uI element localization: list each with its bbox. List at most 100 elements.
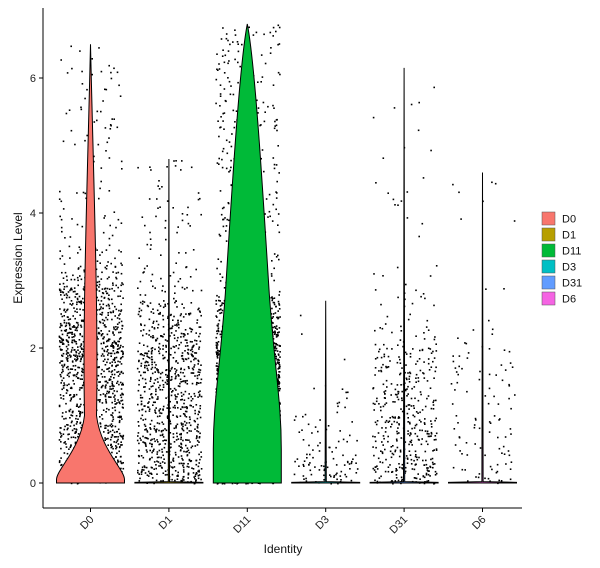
cell-point: [83, 269, 85, 271]
cell-point: [182, 469, 185, 471]
cell-point: [169, 370, 172, 372]
cell-point: [101, 271, 103, 274]
cell-point: [154, 287, 156, 289]
cell-point: [116, 402, 118, 404]
cell-point: [176, 231, 178, 234]
cell-point: [111, 302, 114, 305]
cell-point: [200, 378, 203, 381]
cell-point: [192, 249, 195, 251]
cell-point: [152, 450, 155, 452]
cell-point: [268, 193, 271, 196]
cell-point: [72, 326, 75, 328]
cell-point: [176, 423, 179, 426]
cell-point: [59, 308, 61, 310]
cell-point: [185, 416, 188, 418]
cell-point: [221, 302, 223, 304]
cell-point: [102, 303, 105, 306]
cell-point: [276, 180, 278, 183]
cell-point: [174, 373, 176, 375]
cell-point: [58, 336, 61, 339]
cell-point: [96, 284, 98, 287]
cell-point: [182, 358, 185, 360]
cell-point: [171, 473, 174, 476]
cell-point: [162, 318, 165, 321]
cell-point: [121, 168, 123, 170]
cell-point: [192, 372, 195, 374]
cell-point: [63, 452, 66, 454]
cell-point: [63, 321, 66, 324]
cell-point: [112, 358, 115, 361]
cell-point: [100, 386, 103, 389]
cell-point: [70, 287, 73, 290]
cell-point: [106, 368, 108, 370]
cell-point: [79, 378, 82, 380]
cell-point: [278, 172, 280, 174]
cell-point: [172, 433, 175, 435]
cell-point: [151, 451, 153, 454]
cell-point: [60, 397, 62, 399]
cell-point: [110, 396, 112, 398]
cell-point: [140, 471, 143, 473]
cell-point: [105, 316, 107, 319]
cell-point: [113, 328, 115, 330]
cell-point: [219, 312, 221, 315]
cell-point: [113, 118, 115, 120]
cell-point: [278, 367, 280, 369]
cell-point: [76, 293, 79, 295]
cell-point: [105, 400, 107, 403]
cell-point: [150, 443, 153, 445]
cell-point: [81, 411, 84, 414]
cell-point: [151, 363, 153, 366]
cell-point: [142, 334, 144, 337]
cell-point: [69, 356, 72, 358]
cell-point: [229, 169, 231, 172]
cell-point: [143, 405, 145, 407]
cell-point: [186, 447, 189, 449]
cell-point: [119, 337, 122, 339]
cell-point: [61, 388, 63, 391]
cell-point: [163, 458, 165, 460]
cell-point: [220, 260, 222, 263]
cell-point: [268, 210, 271, 213]
cell-point: [101, 414, 103, 416]
cell-point: [111, 370, 114, 372]
cell-point: [105, 304, 108, 307]
cell-point: [147, 356, 150, 358]
cell-point: [138, 257, 140, 259]
cell-point: [76, 405, 78, 407]
cell-point: [199, 382, 202, 384]
cell-point: [174, 398, 177, 400]
cell-point: [119, 416, 121, 419]
cell-point: [263, 120, 266, 123]
cell-point: [169, 314, 172, 317]
cell-point: [219, 84, 222, 86]
cell-point: [277, 353, 280, 355]
cell-point: [100, 342, 103, 345]
cell-point: [216, 355, 219, 358]
cell-point: [278, 302, 280, 305]
cell-point: [194, 420, 196, 423]
cell-point: [173, 160, 175, 162]
cell-point: [66, 351, 69, 354]
cell-point: [143, 469, 145, 471]
cell-point: [117, 436, 119, 438]
cell-point: [75, 428, 78, 430]
cell-point: [279, 356, 281, 358]
cell-point: [186, 454, 189, 457]
cell-point: [172, 271, 175, 274]
cell-point: [177, 347, 180, 350]
cell-point: [195, 472, 198, 474]
cell-point: [121, 382, 124, 385]
cell-point: [156, 309, 159, 312]
cell-point: [116, 71, 119, 74]
cell-point: [121, 418, 123, 420]
cell-point: [105, 88, 108, 91]
cell-point: [74, 436, 77, 439]
cell-point: [224, 99, 227, 102]
cell-point: [112, 284, 114, 286]
cell-point: [75, 360, 77, 362]
cell-point: [63, 308, 66, 311]
cell-point: [175, 300, 177, 302]
cell-point: [139, 477, 141, 480]
cell-point: [223, 88, 226, 90]
